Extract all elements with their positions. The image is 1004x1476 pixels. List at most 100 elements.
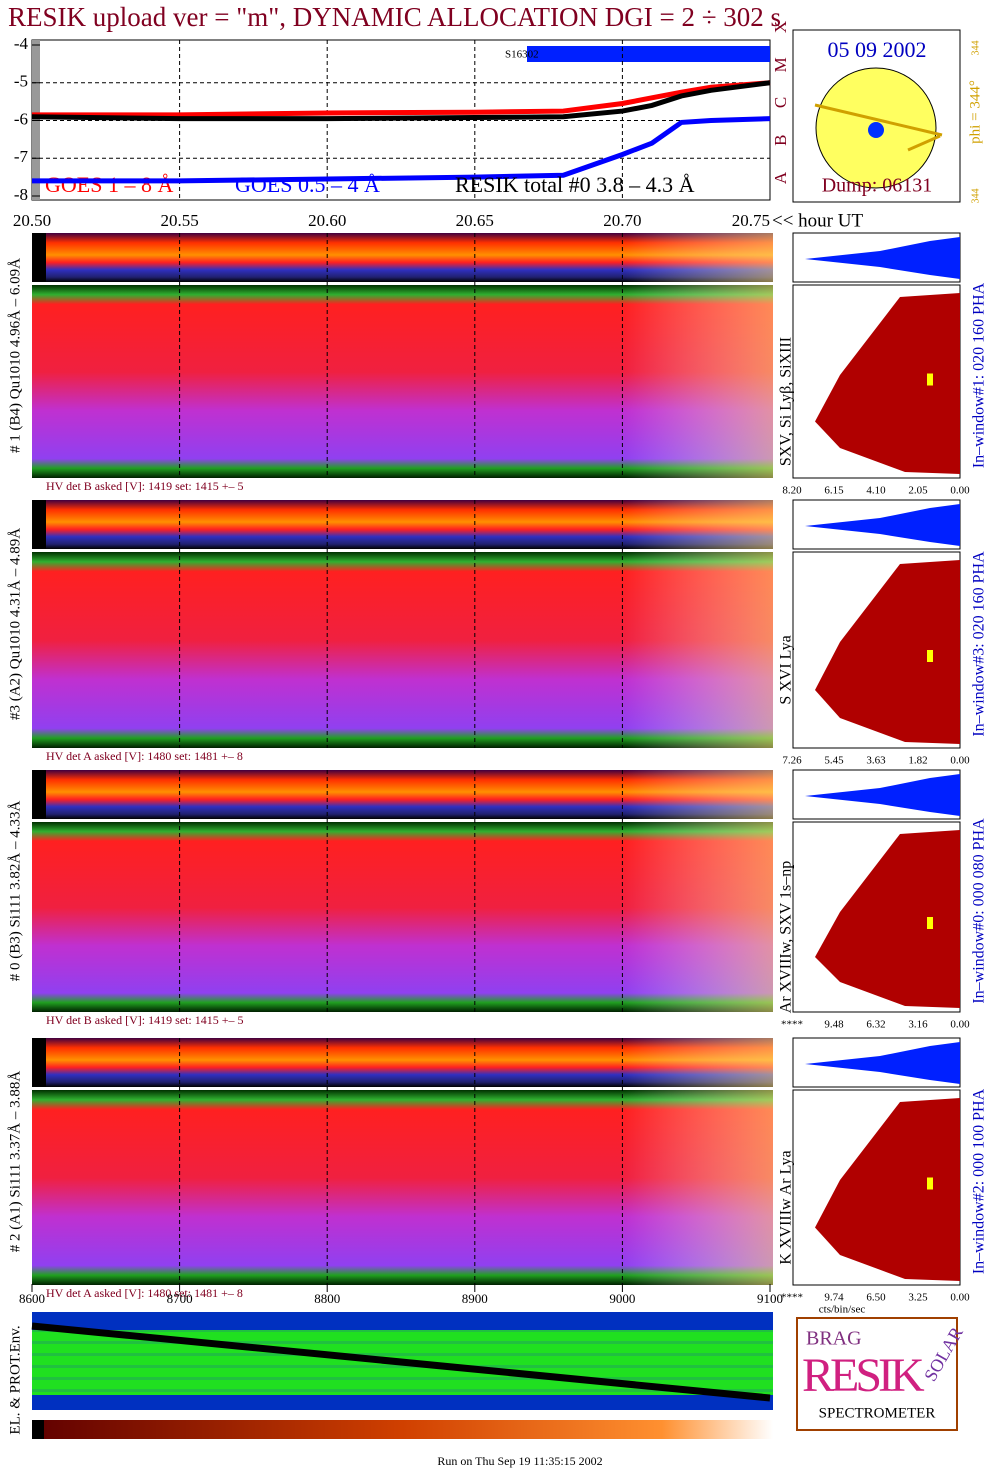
hist-tick-label: 9.74 [824, 1292, 844, 1304]
strip-edge [32, 500, 46, 549]
hist-tick-label: 3.63 [866, 755, 886, 767]
hist-tick-label: 0.00 [950, 485, 970, 497]
hist-tick-label: 0.00 [950, 1292, 970, 1304]
strip-fade [32, 233, 773, 282]
strip-edge [32, 770, 46, 819]
panels: HV det B asked [V]: 1419 set: 1415 +– 5 #… [7, 232, 988, 1304]
hist-tick-label: **** [781, 1292, 803, 1304]
color-bar [32, 1420, 773, 1439]
window-label: In–window#2: 000 100 PHA [971, 1088, 988, 1274]
logo-brag: BRAG [806, 1328, 862, 1350]
hist-tick-label: 2.05 [908, 485, 928, 497]
hist-tick-label: 0.00 [950, 755, 970, 767]
lines-label: K XVIIIw Ar Lya [778, 1150, 795, 1264]
hist-tick-label: 9.48 [824, 1019, 844, 1031]
x-tick-label: 20.60 [308, 211, 346, 230]
color-bar-start [32, 1420, 44, 1439]
hist-tick-label: 3.16 [908, 1019, 928, 1031]
hist-tick-label: 6.50 [866, 1292, 886, 1304]
x-tick-label: 20.55 [160, 211, 198, 230]
bottom-tick-label: 8700 [167, 1291, 193, 1306]
lines-label: S XVI Lya [778, 635, 795, 704]
axis-arrow [907, 134, 941, 152]
strip-fade [32, 500, 773, 549]
strip-fade [32, 770, 773, 819]
window-label: In–window#3: 020 160 PHA [971, 551, 988, 737]
hist-top-fill [805, 504, 960, 546]
hist-tick-label: **** [781, 1019, 803, 1031]
annotation: S16302 [505, 49, 539, 61]
window-label: In–window#0: 000 080 PHA [971, 818, 988, 1004]
x-tick-label: 20.50 [13, 211, 51, 230]
env-label: EL. & PROT.Env. [7, 1325, 23, 1434]
dump: Dump: 06131 [822, 175, 933, 197]
summary-frame [792, 29, 961, 203]
x-tick-label: 20.75 [732, 211, 770, 230]
hist-tick-label: 6.15 [824, 485, 844, 497]
bottom-tick-label: 8600 [19, 1291, 45, 1306]
y-tick-label: -8 [14, 185, 28, 204]
hist-tick-label: 0.00 [950, 1019, 970, 1031]
hv-label: HV det A asked [V]: 1480 set: 1481 +– 8 [46, 749, 243, 763]
range-label: # 1 (B4) Qu1010 4.96Å – 6.09Å [7, 258, 23, 453]
y-tick-label: -6 [14, 109, 28, 128]
hist-tick-label: 5.45 [824, 755, 844, 767]
series-line [32, 80, 771, 118]
range-label: # 2 (A1) Si111 3.37Å – 3.88Å [7, 1071, 23, 1253]
hist-marker [927, 1177, 933, 1190]
legend-entry: GOES 0.5 – 4 Å [235, 172, 380, 197]
footer: Run on Thu Sep 19 11:35:15 2002 [437, 1454, 602, 1468]
phi: phi = 344° [967, 80, 983, 144]
hv-label: HV det B asked [V]: 1419 set: 1415 +– 5 [46, 1013, 244, 1027]
hist-marker [927, 373, 933, 386]
y-tick-label: -7 [14, 147, 29, 166]
hist-fill [815, 830, 960, 1008]
window-label: In–window#1: 020 160 PHA [971, 282, 988, 468]
class-label: X [771, 21, 790, 33]
hist-fill [815, 560, 960, 744]
series-line [31, 80, 771, 122]
x-label: << hour UT [772, 210, 863, 231]
spectrogram-fade [32, 822, 773, 1012]
bottom-tick-label: 9100 [757, 1291, 783, 1306]
legend-entry: GOES 1 – 8 Å [45, 172, 173, 197]
spectrogram-fade [32, 1090, 773, 1285]
class-label: B [771, 135, 790, 146]
phi-bottom: 344 [970, 189, 981, 204]
hist-top-fill [805, 237, 960, 279]
phi-top: 344 [970, 41, 981, 56]
hist-top-fill [805, 1042, 960, 1084]
x-tick-label: 20.70 [603, 211, 641, 230]
annotation-bar [527, 46, 770, 62]
spot [868, 122, 884, 138]
date: 05 09 2002 [828, 37, 927, 62]
spectrogram-fade [32, 552, 773, 748]
hist-tick-label: 4.10 [866, 485, 886, 497]
hv-label: HV det B asked [V]: 1419 set: 1415 +– 5 [46, 479, 244, 493]
hist-top-fill [805, 774, 960, 816]
strip-fade [32, 1038, 773, 1087]
x-tick-label: 20.65 [456, 211, 494, 230]
bottom-tick-label: 8800 [314, 1291, 340, 1306]
hist-marker [927, 650, 933, 662]
hist-marker [927, 917, 933, 929]
strip-edge [32, 233, 46, 282]
bottom-tick-label: 9000 [609, 1291, 635, 1306]
logo-resik: RESIK [802, 1349, 925, 1402]
class-label: A [771, 171, 790, 184]
axis-line [814, 103, 943, 137]
hist-unit: cts/bin/sec [819, 1304, 866, 1316]
series-line [32, 116, 771, 184]
spectrogram-fade [32, 285, 773, 478]
hist-tick-label: 6.32 [866, 1019, 885, 1031]
lines-label: SXV, Si Lyβ, SiXIII [778, 337, 795, 466]
y-tick-label: -4 [14, 34, 29, 53]
hist-tick-label: 7.26 [782, 755, 802, 767]
class-label: M [771, 57, 790, 72]
hist-fill [815, 293, 960, 474]
legend-entry: RESIK total #0 3.8 – 4.3 Å [455, 172, 695, 197]
env-track [31, 1322, 771, 1402]
hist-tick-label: 3.25 [908, 1292, 928, 1304]
